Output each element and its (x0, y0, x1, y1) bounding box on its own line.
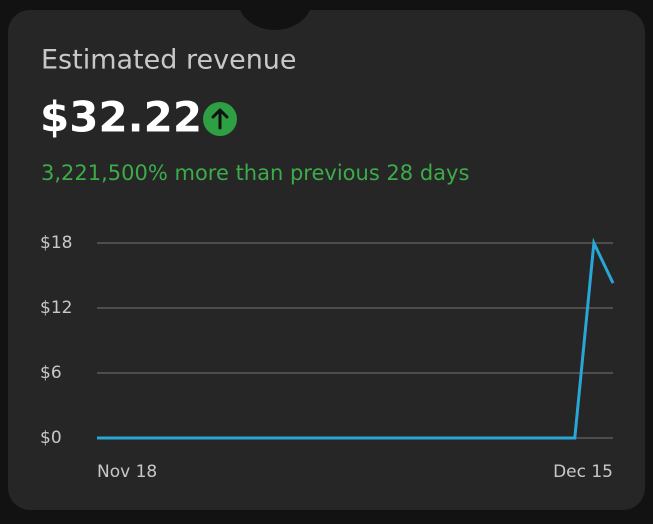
chart: $0 $6 $12 $18 Nov 18 Dec 15 (40, 233, 615, 482)
up-icon (203, 102, 237, 136)
y-tick-label: $6 (40, 363, 62, 383)
x-tick-label: Dec 15 (553, 462, 613, 482)
y-tick-label: $0 (40, 428, 62, 448)
revenue-value: $32.22 (40, 93, 202, 142)
notch (238, 0, 312, 30)
card (8, 10, 645, 510)
y-tick-label: $12 (40, 298, 72, 318)
x-tick-label: Nov 18 (97, 462, 157, 482)
y-tick-label: $18 (40, 233, 72, 253)
change-text: 3,221,500% more than previous 28 days (41, 161, 469, 185)
revenue-line (97, 237, 615, 440)
card-title: Estimated revenue (41, 45, 297, 76)
